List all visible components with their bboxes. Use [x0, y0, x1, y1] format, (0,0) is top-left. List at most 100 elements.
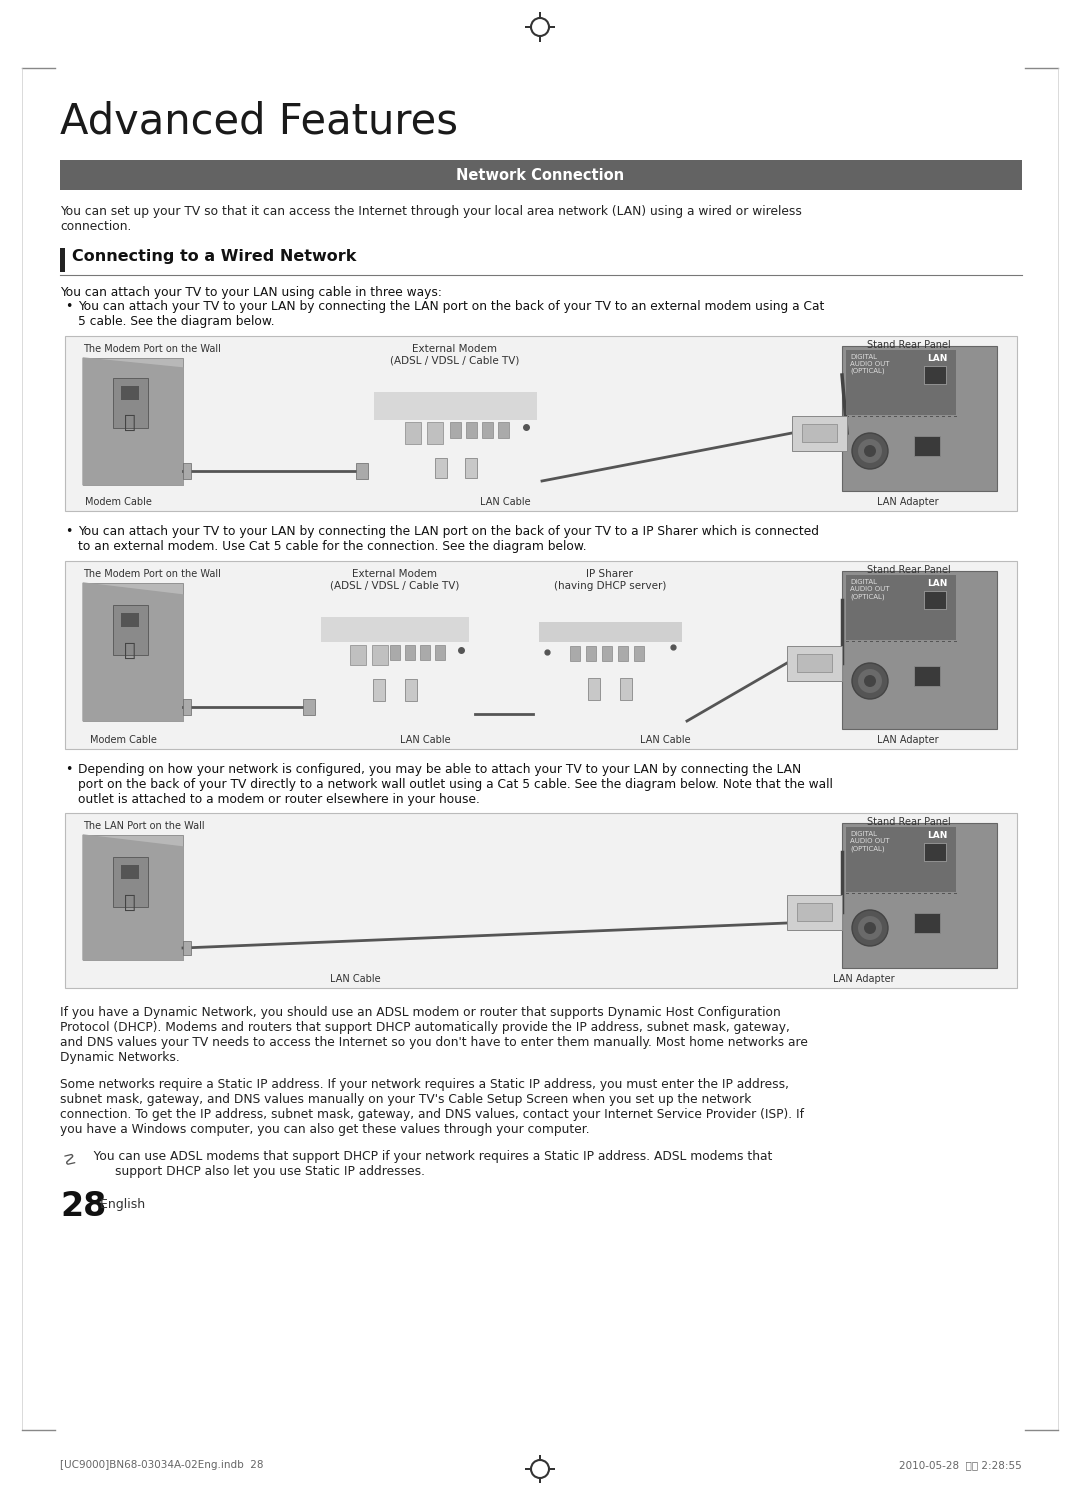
Bar: [83, 835, 183, 961]
Bar: [914, 666, 940, 686]
Text: LAN: LAN: [927, 580, 947, 589]
Bar: [420, 645, 430, 660]
Text: Connecting to a Wired Network: Connecting to a Wired Network: [72, 249, 356, 264]
FancyBboxPatch shape: [311, 607, 480, 683]
Text: You can set up your TV so that it can access the Internet through your local are: You can set up your TV so that it can ac…: [60, 205, 801, 233]
Bar: [792, 415, 847, 451]
FancyBboxPatch shape: [529, 613, 692, 681]
Text: Some networks require a Static IP address. If your network requires a Static IP : Some networks require a Static IP addres…: [60, 1079, 804, 1135]
Bar: [539, 622, 681, 642]
Text: ✋: ✋: [124, 412, 136, 432]
Text: The LAN Port on the Wall: The LAN Port on the Wall: [83, 822, 204, 831]
Bar: [842, 571, 997, 729]
Bar: [121, 385, 139, 400]
Text: Stand Rear Panel: Stand Rear Panel: [867, 341, 950, 350]
Text: Advanced Features: Advanced Features: [60, 100, 458, 142]
Text: You can attach your TV to your LAN by connecting the LAN port on the back of you: You can attach your TV to your LAN by co…: [78, 524, 819, 553]
Text: Stand Rear Panel: Stand Rear Panel: [867, 817, 950, 828]
Circle shape: [858, 669, 882, 693]
Bar: [924, 366, 946, 384]
Bar: [482, 421, 492, 438]
Text: You can attach your TV to your LAN using cable in three ways:: You can attach your TV to your LAN using…: [60, 285, 442, 299]
Bar: [602, 645, 612, 660]
Text: DIGITAL
AUDIO OUT
(OPTICAL): DIGITAL AUDIO OUT (OPTICAL): [850, 580, 890, 599]
Bar: [634, 645, 644, 660]
Bar: [390, 645, 400, 660]
Circle shape: [864, 445, 876, 457]
Bar: [787, 895, 842, 929]
Bar: [121, 865, 139, 878]
Bar: [525, 25, 555, 28]
Bar: [924, 592, 946, 610]
Text: You can attach your TV to your LAN by connecting the LAN port on the back of you: You can attach your TV to your LAN by co…: [78, 300, 824, 329]
Bar: [914, 436, 940, 456]
Bar: [620, 678, 632, 701]
Bar: [914, 913, 940, 932]
FancyBboxPatch shape: [364, 382, 546, 462]
Polygon shape: [83, 359, 183, 486]
Bar: [113, 605, 148, 654]
Bar: [321, 617, 469, 642]
Bar: [183, 941, 191, 955]
Bar: [183, 699, 191, 716]
Bar: [435, 459, 447, 478]
Text: External Modem
(ADSL / VDSL / Cable TV): External Modem (ADSL / VDSL / Cable TV): [330, 569, 460, 590]
Bar: [60, 160, 1022, 190]
Bar: [797, 902, 832, 920]
Bar: [802, 424, 837, 442]
Text: LAN Adapter: LAN Adapter: [877, 498, 939, 506]
Bar: [303, 699, 315, 716]
Bar: [450, 421, 461, 438]
Text: support DHCP also let you use Static IP addresses.: support DHCP also let you use Static IP …: [114, 1165, 426, 1177]
Text: DIGITAL
AUDIO OUT
(OPTICAL): DIGITAL AUDIO OUT (OPTICAL): [850, 354, 890, 375]
Bar: [846, 575, 956, 639]
Bar: [846, 350, 956, 415]
Circle shape: [858, 439, 882, 463]
Bar: [373, 678, 384, 701]
Text: LAN Cable: LAN Cable: [400, 735, 450, 746]
Text: LAN Adapter: LAN Adapter: [877, 735, 939, 746]
Bar: [465, 459, 477, 478]
Circle shape: [864, 922, 876, 934]
Text: LAN Cable: LAN Cable: [480, 498, 530, 506]
Text: LAN: LAN: [927, 354, 947, 363]
Text: Modem Cable: Modem Cable: [90, 735, 157, 746]
Text: LAN Cable: LAN Cable: [639, 735, 690, 746]
Circle shape: [531, 18, 549, 36]
Circle shape: [852, 663, 888, 699]
Bar: [842, 347, 997, 492]
Text: The Modem Port on the Wall: The Modem Port on the Wall: [83, 344, 221, 354]
Text: Modem Cable: Modem Cable: [84, 498, 151, 506]
Text: LAN: LAN: [927, 831, 947, 840]
Bar: [374, 391, 537, 420]
Text: ☡: ☡: [63, 1152, 77, 1167]
Bar: [924, 843, 946, 861]
Circle shape: [864, 675, 876, 687]
Bar: [539, 12, 541, 42]
Text: •: •: [65, 763, 72, 775]
Bar: [83, 359, 183, 486]
Bar: [588, 678, 600, 701]
Text: English: English: [96, 1198, 145, 1212]
Bar: [372, 645, 388, 665]
Text: ✋: ✋: [124, 641, 136, 660]
Circle shape: [852, 910, 888, 946]
Text: DIGITAL
AUDIO OUT
(OPTICAL): DIGITAL AUDIO OUT (OPTICAL): [850, 831, 890, 852]
Text: 2010-05-28  오후 2:28:55: 2010-05-28 오후 2:28:55: [900, 1460, 1022, 1470]
Bar: [405, 678, 417, 701]
Bar: [525, 1469, 555, 1470]
Circle shape: [858, 916, 882, 940]
Text: External Modem
(ADSL / VDSL / Cable TV): External Modem (ADSL / VDSL / Cable TV): [390, 344, 519, 366]
Text: Depending on how your network is configured, you may be able to attach your TV t: Depending on how your network is configu…: [78, 763, 833, 805]
Bar: [539, 1455, 541, 1484]
Text: IP Sharer
(having DHCP server): IP Sharer (having DHCP server): [554, 569, 666, 590]
Bar: [405, 645, 415, 660]
Bar: [65, 336, 1017, 511]
Bar: [405, 421, 421, 444]
Bar: [498, 421, 509, 438]
Bar: [842, 823, 997, 968]
Text: LAN Adapter: LAN Adapter: [833, 974, 895, 985]
Bar: [83, 583, 183, 722]
Polygon shape: [83, 835, 183, 961]
Bar: [570, 645, 580, 660]
